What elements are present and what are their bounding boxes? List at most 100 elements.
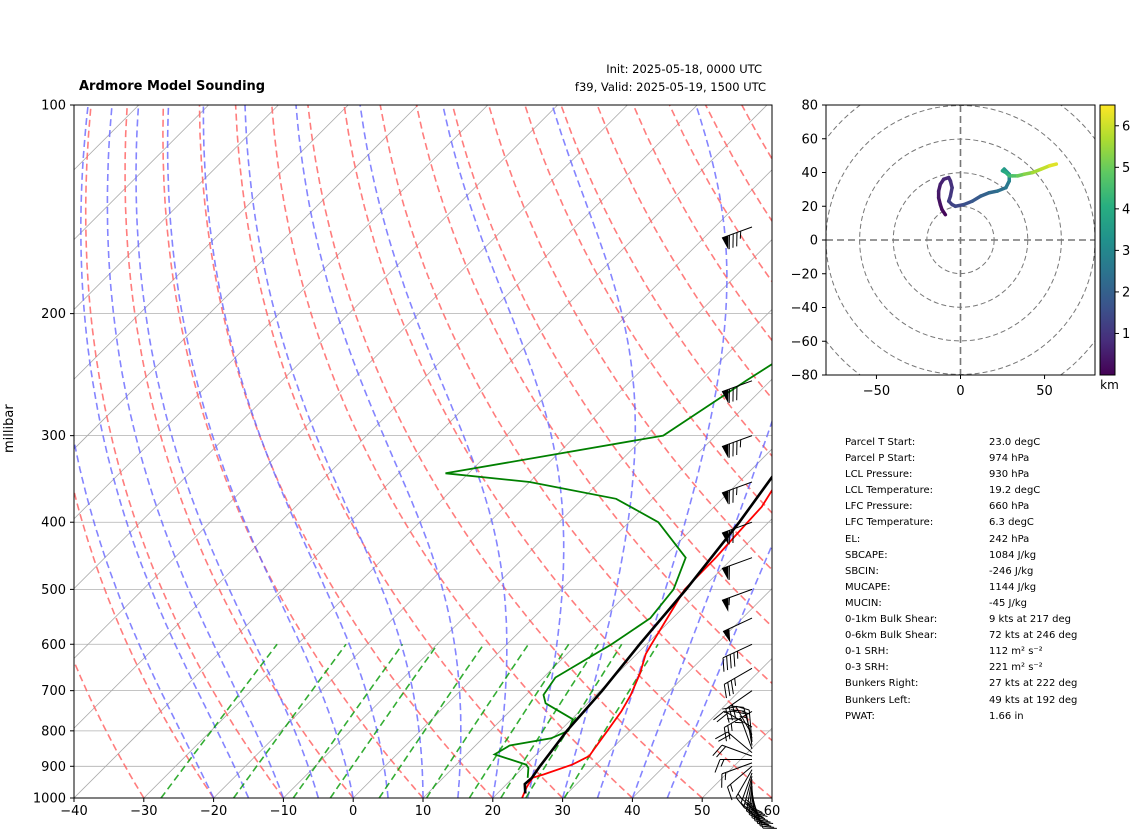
moist-adiabat — [442, 105, 565, 798]
hodograph-segment — [1047, 162, 1059, 168]
isotherm-line — [74, 105, 698, 729]
chart-title: Ardmore Model Sounding — [79, 79, 266, 94]
wind-barb — [714, 759, 752, 773]
parameter-value: 242 hPa — [989, 533, 1030, 545]
wind-barb — [723, 710, 753, 742]
parameter-label: SBCAPE: — [845, 549, 888, 561]
parameter-value: 974 hPa — [989, 453, 1030, 465]
x-tick-label: 60 — [764, 804, 781, 819]
parameter-row: Parcel P Start: 974 hPa — [845, 453, 1105, 469]
parameter-value: 49 kts at 192 deg — [989, 694, 1078, 706]
x-tick-label: 30 — [554, 804, 571, 819]
hodo-y-tick-label: 80 — [801, 99, 818, 114]
hodo-y-tick-label: 40 — [801, 166, 818, 181]
moist-adiabat — [74, 437, 215, 798]
parameter-label: 0-3 SRH: — [845, 662, 889, 674]
mixing-ratio-line — [292, 643, 404, 798]
parameter-row: MUCAPE: 1144 J/kg — [845, 582, 1105, 598]
isotherm-line — [74, 105, 768, 798]
isotherm-line — [562, 588, 772, 798]
wind-barb — [722, 643, 753, 672]
x-tick-label: 0 — [349, 804, 357, 819]
x-tick-label: 20 — [485, 804, 502, 819]
parameter-label: 0-1km Bulk Shear: — [845, 614, 938, 626]
colorbar-tick-label: 3 — [1122, 244, 1130, 259]
colorbar-tick-label: 1 — [1122, 327, 1130, 342]
moist-adiabat — [79, 105, 250, 798]
isotherm-line — [74, 105, 419, 450]
parameter-row: PWAT: 1.66 in — [845, 711, 1105, 727]
wind-barb — [712, 744, 753, 758]
dry-adiabat — [124, 105, 354, 798]
dry-adiabat — [379, 105, 772, 742]
moist-adiabat — [135, 105, 320, 798]
parameter-row: Parcel T Start: 23.0 degC — [845, 437, 1105, 453]
parameter-label: Parcel T Start: — [845, 437, 916, 448]
colorbar-tick-label: 5 — [1122, 161, 1130, 176]
hodo-y-tick-label: −20 — [791, 267, 818, 282]
parameter-label: MUCIN: — [845, 597, 882, 609]
wind-barb — [723, 667, 753, 699]
hodo-y-tick-label: −40 — [791, 301, 818, 316]
parameter-row: 0-3 SRH: 221 m² s⁻² — [845, 662, 1105, 678]
dry-adiabat — [162, 105, 424, 798]
parameter-label: EL: — [845, 533, 861, 545]
parameter-label: LCL Temperature: — [845, 485, 934, 497]
hodo-y-tick-label: 0 — [810, 234, 818, 249]
colorbar-tick-label: 2 — [1122, 285, 1130, 300]
x-tick-label: −10 — [270, 804, 297, 819]
parameter-row: SBCIN: -246 J/kg — [845, 566, 1105, 582]
wind-barb — [721, 226, 753, 250]
isotherm-line — [74, 105, 279, 310]
colorbar-ramp — [1099, 104, 1116, 376]
x-tick-label: −30 — [130, 804, 157, 819]
colorbar-tick-label: 6 — [1122, 119, 1130, 134]
y-tick-label: 400 — [41, 516, 66, 531]
parameter-label: LFC Pressure: — [845, 501, 913, 513]
parameter-row: Bunkers Right: 27 kts at 222 deg — [845, 678, 1105, 694]
skewt-background-lines — [74, 105, 772, 798]
parameter-row: MUCIN: -45 J/kg — [845, 598, 1105, 614]
parameter-row: SBCAPE: 1084 J/kg — [845, 550, 1105, 566]
colorbar-tick-label: 4 — [1122, 202, 1130, 217]
parameter-row: LCL Pressure: 930 hPa — [845, 469, 1105, 485]
parameter-label: 0-1 SRH: — [845, 646, 889, 658]
hodo-x-tick-label: 0 — [956, 384, 964, 399]
dry-adiabat — [84, 105, 285, 798]
dry-adiabat — [524, 105, 772, 515]
moist-adiabat — [166, 105, 354, 798]
valid-time: f39, Valid: 2025-05-19, 1500 UTC — [574, 80, 766, 94]
y-tick-label: 300 — [41, 429, 66, 444]
dewpoint-profile — [445, 363, 772, 778]
parameter-row: LCL Temperature: 19.2 degC — [845, 485, 1105, 501]
parameter-label: SBCIN: — [845, 565, 879, 577]
dry-adiabat — [74, 659, 145, 798]
parameter-value: 9 kts at 217 deg — [989, 614, 1071, 626]
mixing-ratio-line — [468, 643, 570, 798]
x-tick-label: 40 — [624, 804, 641, 819]
dry-adiabat — [487, 105, 772, 571]
moist-adiabat — [202, 105, 389, 798]
wind-barb — [721, 588, 753, 612]
colorbar-label: km — [1100, 378, 1119, 392]
wind-barb — [735, 769, 753, 809]
parameter-value: 1144 J/kg — [989, 581, 1037, 593]
moist-adiabat — [596, 105, 728, 798]
wind-barb — [725, 690, 753, 723]
parameter-value: 1.66 in — [989, 710, 1024, 722]
parameter-value: 23.0 degC — [989, 437, 1041, 448]
parameter-label: Parcel P Start: — [845, 453, 916, 465]
mixing-ratio-line — [329, 643, 439, 798]
x-tick-label: 50 — [694, 804, 711, 819]
moist-adiabat — [295, 105, 462, 798]
wind-barb — [721, 380, 753, 404]
wind-barb — [721, 762, 753, 788]
moist-adiabat — [551, 105, 637, 798]
wind-barb — [722, 617, 753, 643]
dry-adiabat — [415, 105, 772, 685]
y-tick-label: 800 — [41, 724, 66, 739]
wind-barb — [721, 481, 753, 505]
isotherm-line — [352, 378, 772, 798]
